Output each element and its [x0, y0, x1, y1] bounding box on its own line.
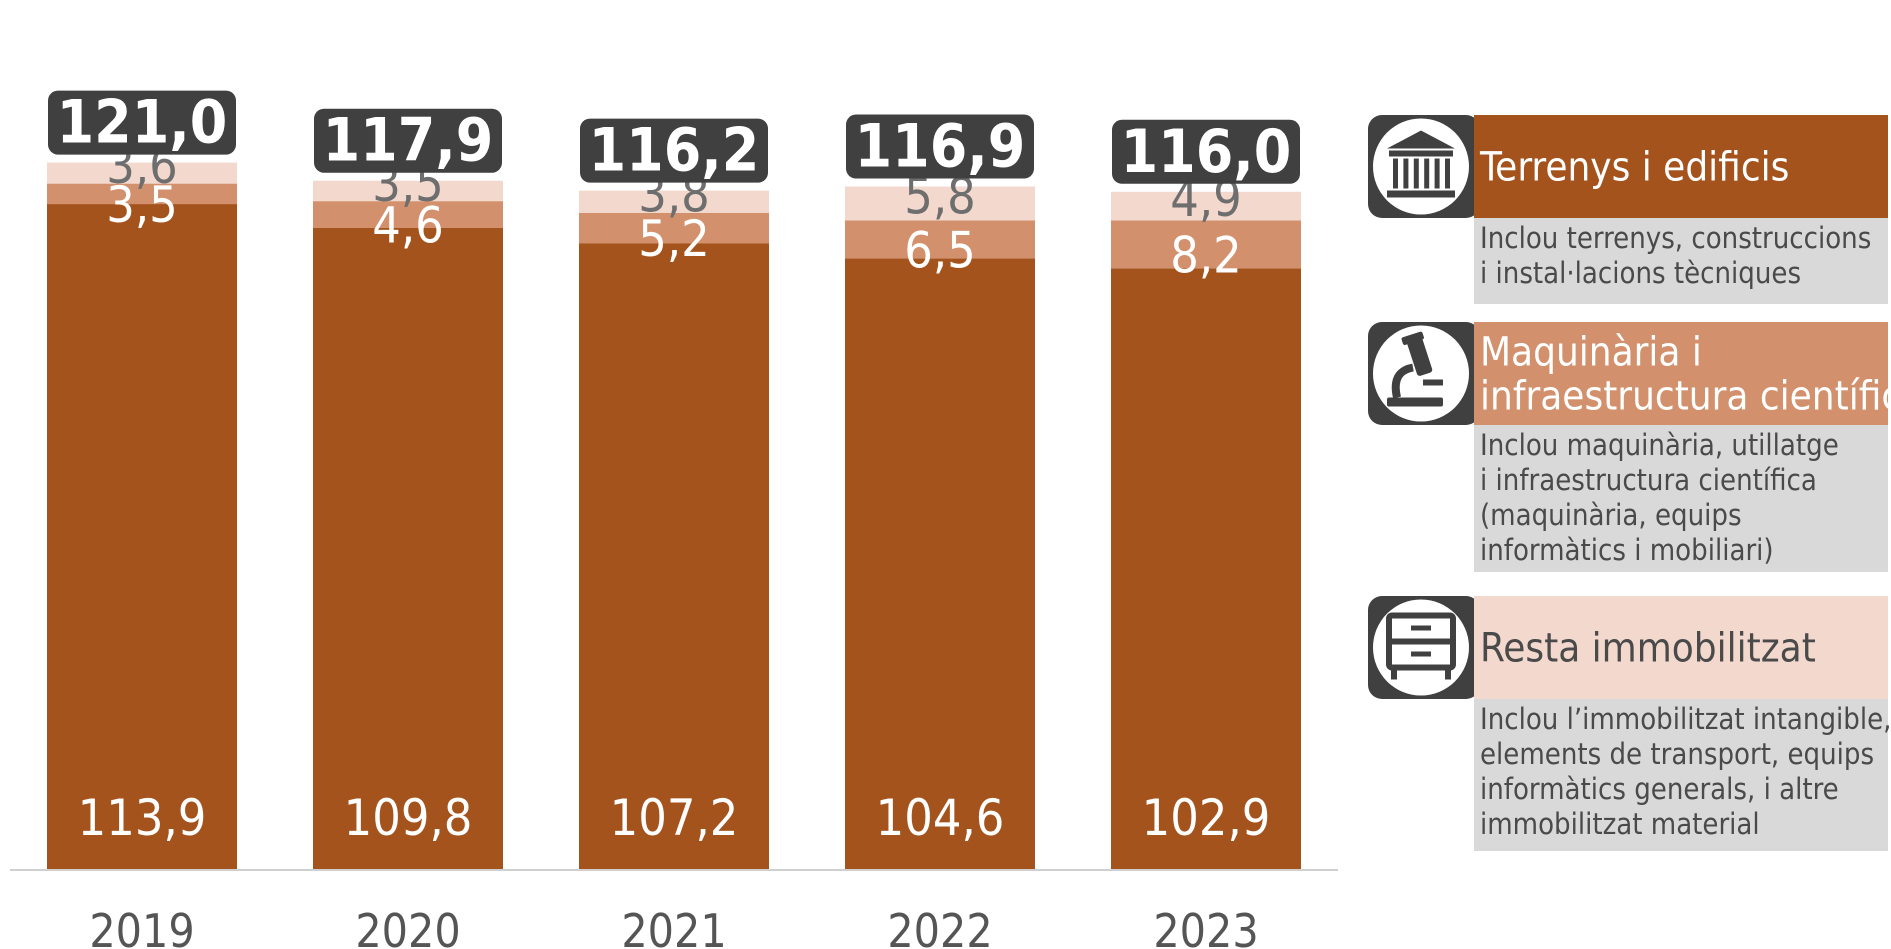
total-badge — [48, 90, 236, 155]
building-icon — [1373, 118, 1469, 215]
legend-desc-box — [1474, 218, 1888, 304]
legend-title-text: infraestructura científica — [1480, 374, 1891, 420]
bar-segment-terrenys-2023 — [1111, 268, 1301, 870]
legend-item-terrenys: Terrenys i edificis Inclou terrenys, cons… — [1368, 115, 1888, 304]
bar-segment-terrenys-2021 — [579, 243, 769, 870]
total-badge — [1112, 119, 1300, 184]
legend-desc-box — [1474, 699, 1888, 851]
legend-title-box — [1474, 322, 1888, 425]
data-label-terrenys: 102,9 — [1142, 789, 1271, 847]
bar-segment-maquinaria-2020 — [313, 201, 503, 228]
bar-segment-maquinaria-2022 — [845, 220, 1035, 259]
data-label-maquinaria: 3,5 — [106, 176, 178, 234]
bar-segment-maquinaria-2023 — [1111, 220, 1301, 269]
bar-segment-maquinaria-2019 — [47, 183, 237, 205]
legend-desc-text: immobilitzat material — [1480, 807, 1760, 841]
x-tick-label: 2023 — [1153, 904, 1258, 949]
cabinet-icon — [1373, 599, 1469, 696]
legend-desc-text: i instal·lacions tècniques — [1480, 256, 1801, 290]
data-label-maquinaria: 4,6 — [372, 197, 444, 255]
legend-desc-box — [1474, 425, 1888, 572]
data-label-terrenys: 113,9 — [78, 789, 207, 847]
data-label-terrenys: 104,6 — [876, 789, 1005, 847]
total-label: 116,9 — [855, 112, 1026, 182]
microscope-icon — [1373, 325, 1469, 422]
legend-desc-text: (maquinària, equips — [1480, 498, 1742, 532]
legend-desc-text: Inclou maquinària, utillatge — [1480, 428, 1839, 462]
legend-desc-text: Inclou l’immobilitzat intangible, — [1480, 702, 1891, 736]
x-tick-label: 2022 — [887, 904, 992, 949]
legend-title-text: Maquinària i — [1480, 330, 1702, 376]
total-badge — [580, 118, 768, 183]
data-label-maquinaria: 8,2 — [1170, 226, 1242, 284]
bar-segment-resta-2021 — [579, 190, 769, 213]
bar-segment-resta-2023 — [1111, 191, 1301, 221]
total-badge — [846, 114, 1034, 179]
data-label-terrenys: 107,2 — [610, 789, 739, 847]
data-label-maquinaria: 6,5 — [904, 221, 976, 279]
x-tick-label: 2021 — [621, 904, 726, 949]
bar-segment-resta-2020 — [313, 180, 503, 202]
total-label: 116,2 — [589, 116, 760, 186]
data-label-terrenys: 109,8 — [344, 789, 473, 847]
bar-segment-resta-2022 — [845, 186, 1035, 221]
legend-desc-text: Inclou terrenys, construccions — [1480, 221, 1871, 255]
bar-segment-resta-2019 — [47, 162, 237, 184]
total-label: 121,0 — [57, 88, 228, 158]
bar-segment-terrenys-2022 — [845, 258, 1035, 869]
legend-desc-text: informàtics generals, i altre — [1480, 772, 1839, 806]
legend-title-box — [1474, 115, 1888, 218]
x-tick-label: 2020 — [355, 904, 460, 949]
total-badge — [314, 108, 502, 173]
legend-desc-text: elements de transport, equips — [1480, 737, 1874, 771]
legend-title-text: Resta immobilitzat — [1480, 626, 1816, 672]
x-tick-label: 2019 — [89, 904, 194, 949]
total-label: 117,9 — [323, 106, 494, 176]
bar-segment-terrenys-2019 — [47, 204, 237, 869]
legend-desc-text: informàtics i mobiliari) — [1480, 533, 1774, 567]
legend-title-text: Terrenys i edificis — [1479, 145, 1789, 191]
bar-segment-terrenys-2020 — [313, 227, 503, 869]
total-label: 116,0 — [1121, 117, 1292, 187]
legend-title-box — [1474, 596, 1888, 699]
legend-item-resta: Resta immobilitzat Inclou l’immobilitzat … — [1368, 596, 1891, 851]
data-label-maquinaria: 5,2 — [638, 210, 710, 268]
legend-desc-text: i infraestructura científica — [1480, 463, 1817, 497]
bar-segment-maquinaria-2021 — [579, 212, 769, 244]
